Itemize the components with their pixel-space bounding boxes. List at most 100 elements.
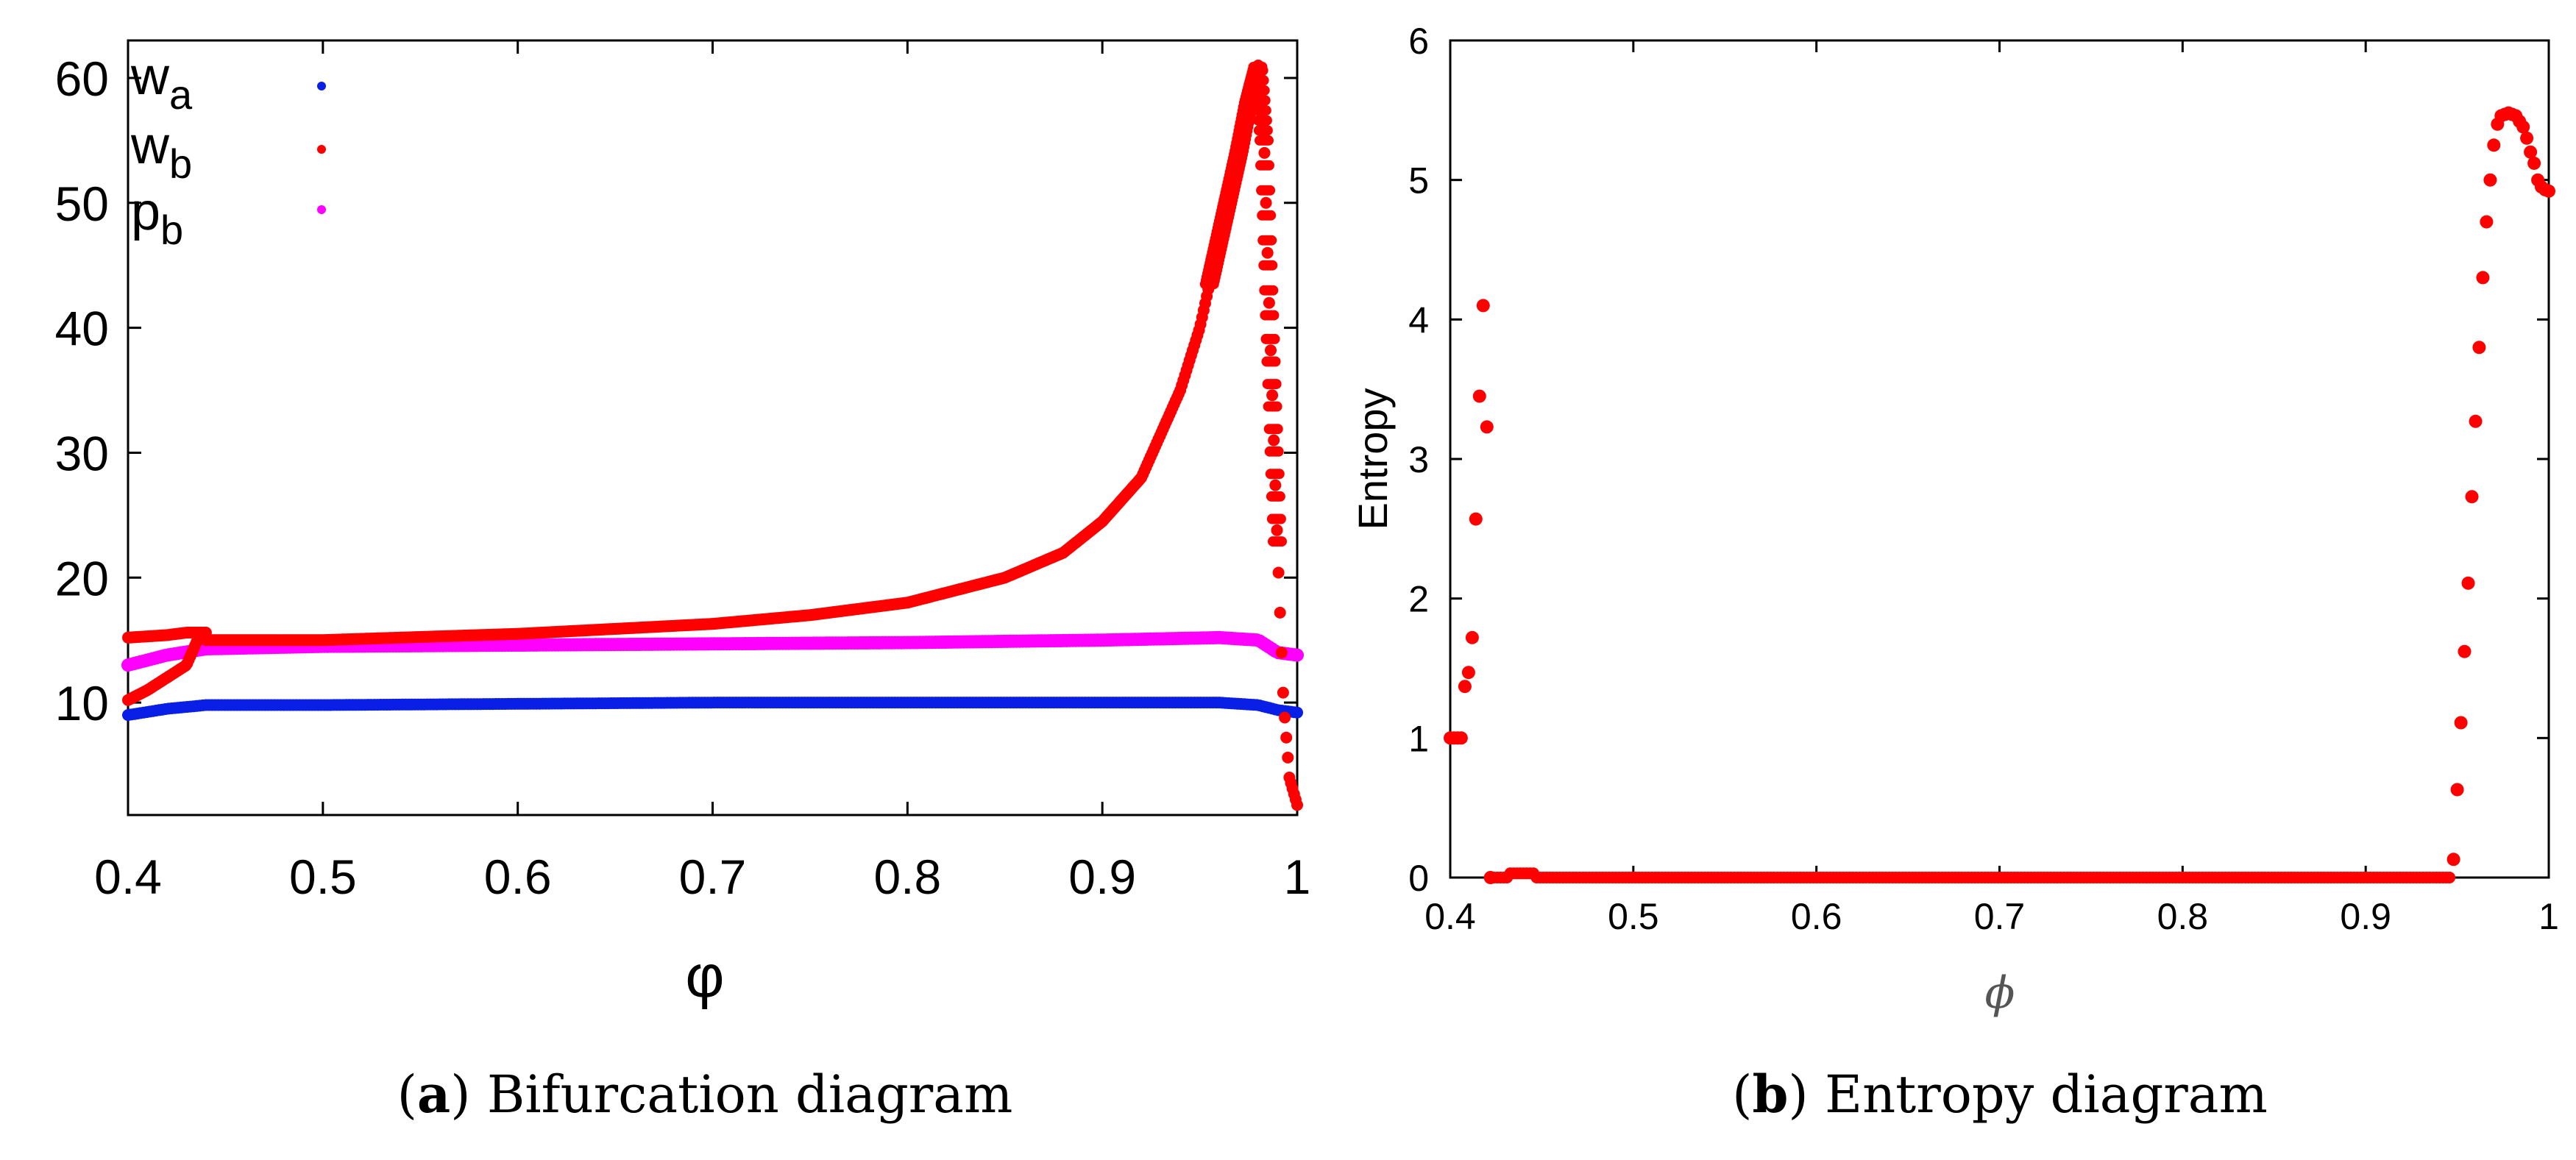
entropy-point [1469, 512, 1483, 526]
legend-marker-pb [317, 205, 326, 214]
series-wb-branch-0 [122, 627, 212, 644]
y-tick-label-a: 30 [55, 426, 109, 480]
bifurcation-chart: 0.4 0.5 0.6 0.7 0.8 0.9 1 10 20 30 40 50 60 wa wb pb… [55, 39, 1311, 1125]
legend-label-wa: wa [130, 47, 193, 118]
series-wa [122, 697, 1303, 722]
y-tick-label-b: 3 [1408, 439, 1429, 480]
entropy-point [2469, 414, 2483, 428]
data-point [1274, 606, 1286, 619]
data-point [1265, 185, 1276, 196]
data-point [1275, 513, 1286, 524]
data-point [1268, 434, 1280, 446]
x-tick-label-a: 0.8 [873, 850, 941, 904]
entropy-point [1476, 299, 1490, 313]
x-tick-label-b: 0.8 [2157, 896, 2209, 937]
entropy-point [1465, 630, 1479, 644]
data-point [1269, 479, 1282, 491]
y-tick-label-b: 6 [1408, 21, 1429, 62]
data-point [1261, 246, 1274, 259]
x-tick-label-a: 0.9 [1068, 850, 1136, 904]
entropy-point [2476, 271, 2490, 285]
data-point [1280, 731, 1293, 744]
data-point [1260, 196, 1272, 209]
legend-a: wa wb pb [130, 47, 326, 253]
y-tick-label-b: 0 [1408, 858, 1429, 899]
y-tick-label-a: 20 [55, 551, 109, 605]
x-tick-label-a: 1 [1284, 850, 1311, 904]
entropy-point [2520, 131, 2534, 145]
data-point [1269, 333, 1280, 344]
entropy-point [2542, 184, 2555, 198]
plot-frame-b [1449, 39, 2550, 879]
entropy-point [2487, 138, 2501, 152]
x-tick-label-a: 0.4 [94, 850, 162, 904]
entropy-point [1461, 666, 1475, 680]
x-axis-label-a: φ [685, 943, 724, 1010]
data-point [1260, 95, 1271, 106]
entropy-point [2447, 853, 2460, 867]
entropy-point [1472, 389, 1486, 403]
data-point [1264, 160, 1274, 171]
legend-marker-wa [317, 82, 326, 90]
x-tick-label-b: 1 [2538, 896, 2559, 937]
x-tick-label-b: 0.6 [1791, 896, 1842, 937]
entropy-point [2480, 215, 2494, 229]
data-point [1272, 424, 1283, 435]
data-point [1263, 135, 1274, 146]
data-point [1275, 647, 1288, 659]
entropy-point [2527, 156, 2541, 170]
data-point [1267, 260, 1278, 271]
data-point [1258, 146, 1271, 159]
data-point [1271, 379, 1282, 390]
y-tick-label-a: 50 [55, 177, 109, 231]
data-point [1258, 75, 1269, 86]
data-point [1265, 344, 1277, 357]
entropy-point [2458, 644, 2472, 658]
data-point [1270, 356, 1281, 367]
entropy-point [2454, 716, 2468, 730]
data-point [1260, 105, 1271, 116]
data-point [1274, 469, 1285, 480]
caption-b: (b) Entropy diagram [1732, 1064, 2268, 1125]
x-tick-label-b: 0.4 [1424, 896, 1476, 937]
entropy-point [2461, 576, 2475, 590]
data-point [1257, 65, 1269, 76]
entropy-point [2516, 120, 2530, 134]
entropy-point [1480, 420, 1494, 434]
legend-label-pb: pb [131, 182, 183, 253]
y-tick-label-b: 2 [1408, 579, 1429, 620]
data-point [1277, 686, 1289, 699]
y-tick-label-a: 60 [55, 51, 109, 106]
x-tick-label-b: 0.9 [2340, 896, 2391, 937]
data-point [1261, 115, 1272, 126]
data-point [1262, 125, 1273, 136]
legend-marker-wb [317, 145, 326, 154]
y-tick-label-b: 5 [1408, 160, 1429, 202]
y-tick-label-b: 4 [1408, 299, 1429, 341]
data-point [1266, 235, 1277, 246]
entropy-point [2524, 145, 2538, 159]
x-tick-label-b: 0.7 [1974, 896, 2026, 937]
entropy-point [2444, 872, 2456, 883]
data-point [1263, 296, 1275, 309]
data-point [1274, 491, 1285, 502]
entropy-point [2472, 341, 2486, 355]
entropy-point [2483, 173, 2497, 187]
data-point [1266, 210, 1277, 221]
data-point [1273, 446, 1284, 457]
entropy-chart: 0.4 0.5 0.6 0.7 0.8 0.9 1 0 1 2 3 4 5 6 Entropy ϕ (b)… [1349, 21, 2559, 1125]
series-wb-branch-1 [122, 628, 206, 706]
y-tick-label-a: 10 [55, 676, 109, 730]
series-entropy-plateau [1484, 867, 2456, 883]
data-point [1272, 566, 1285, 579]
x-tick-label-a: 0.7 [679, 850, 747, 904]
data-point [1277, 536, 1287, 547]
data-point [1269, 310, 1280, 321]
entropy-point [2450, 783, 2464, 797]
data-point [1271, 524, 1283, 536]
y-tick-label-b: 1 [1408, 718, 1429, 759]
legend-label-wb: wb [130, 116, 192, 187]
data-point [1291, 706, 1303, 719]
entropy-point [1454, 731, 1468, 745]
